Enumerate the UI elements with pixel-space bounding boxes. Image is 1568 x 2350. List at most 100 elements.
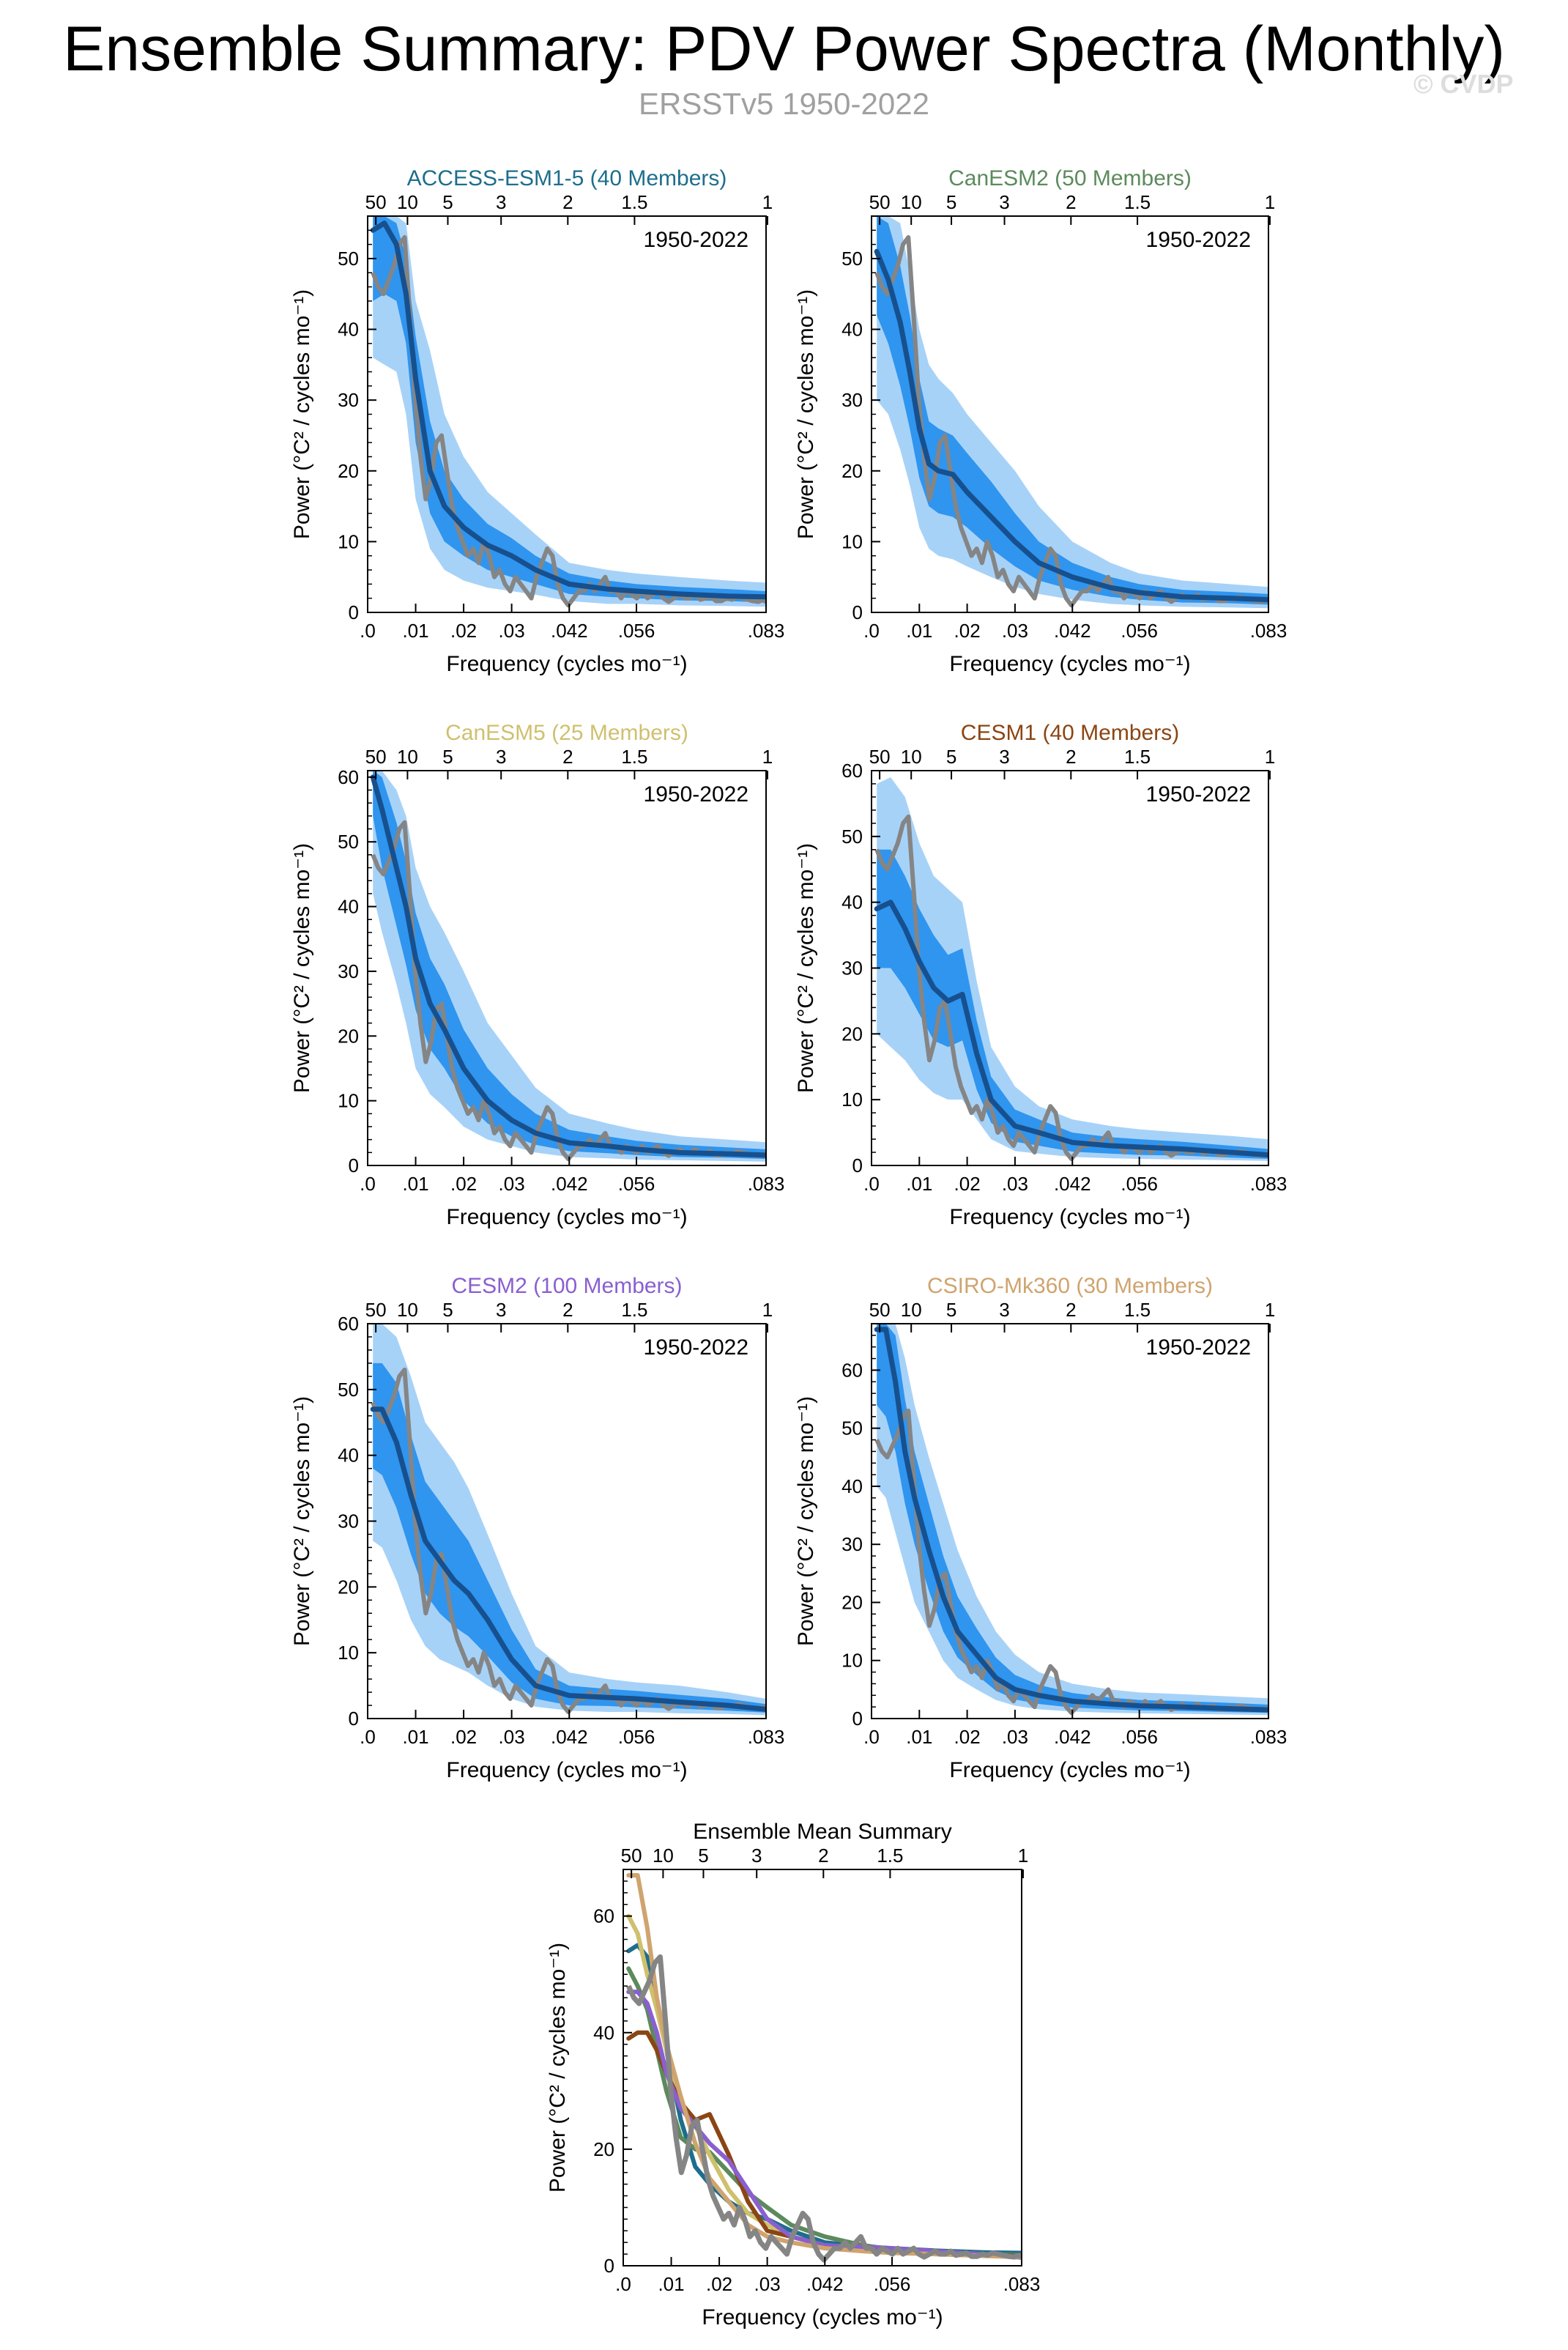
period-tick-label: 1 — [1265, 191, 1275, 213]
period-tick-label: 2 — [818, 1845, 828, 1867]
period-tick-label: 3 — [999, 746, 1009, 768]
y-axis-label: Power (°C² / cycles mo⁻¹) — [290, 843, 314, 1093]
chart-panel-4: 0 10 20 30 40 50 60 .0 .01 .02 .03 .042 .056 .083 50 10… — [794, 721, 1287, 1229]
x-axis-label: Frequency (cycles mo⁻¹) — [949, 1758, 1190, 1782]
y-tick-label: 60 — [841, 1359, 863, 1381]
x-tick-label: .056 — [618, 1173, 655, 1195]
period-tick-label: 3 — [496, 746, 506, 768]
period-tick-label: 1.5 — [621, 191, 647, 213]
x-tick-label: .01 — [906, 620, 932, 642]
y-tick-label: 60 — [593, 1905, 614, 1927]
spread-band-inner — [877, 849, 1268, 1160]
y-tick-label: 50 — [841, 1417, 863, 1439]
plot-frame — [623, 1869, 1022, 2266]
x-tick-label: .083 — [748, 1726, 785, 1748]
period-tick-label: 10 — [653, 1845, 674, 1867]
period-label: 1950-2022 — [644, 1335, 748, 1360]
panel-title: CSIRO-Mk360 (30 Members) — [927, 1274, 1213, 1298]
x-tick-label: .042 — [1054, 1173, 1091, 1195]
panel-title: CESM1 (40 Members) — [961, 721, 1179, 745]
x-axis-label: Frequency (cycles mo⁻¹) — [446, 1758, 687, 1782]
period-tick-label: 5 — [442, 1299, 453, 1321]
y-tick-label: 60 — [338, 1313, 359, 1335]
y-axis-label: Power (°C² / cycles mo⁻¹) — [290, 289, 314, 539]
y-tick-label: 40 — [841, 1475, 863, 1497]
x-tick-label: .03 — [1002, 1173, 1028, 1195]
y-tick-label: 0 — [349, 601, 359, 623]
x-tick-label: .042 — [1054, 620, 1091, 642]
period-label: 1950-2022 — [644, 228, 748, 252]
page-title: Ensemble Summary: PDV Power Spectra (Mon… — [62, 14, 1506, 84]
x-tick-label: .03 — [499, 1726, 525, 1748]
spread-band-inner — [373, 771, 766, 1160]
y-tick-label: 30 — [338, 960, 359, 982]
y-tick-label: 0 — [852, 1154, 863, 1176]
page-subtitle: ERSSTv5 1950-2022 — [639, 86, 929, 121]
period-tick-label: 3 — [999, 1299, 1009, 1321]
y-tick-label: 40 — [841, 319, 863, 341]
observed-spectrum-line — [371, 234, 766, 608]
period-tick-label: 50 — [365, 1299, 387, 1321]
period-tick-label: 3 — [999, 191, 1009, 213]
period-tick-label: 5 — [698, 1845, 708, 1867]
period-tick-label: 1 — [762, 191, 773, 213]
period-tick-label: 2 — [1066, 191, 1076, 213]
y-tick-label: 20 — [338, 1576, 359, 1598]
x-tick-label: .0 — [615, 2273, 631, 2295]
period-tick-label: 50 — [869, 191, 891, 213]
period-tick-label: 5 — [442, 746, 453, 768]
x-tick-label: .042 — [1054, 1726, 1091, 1748]
model-mean-line-3 — [626, 1913, 1022, 2259]
y-tick-label: 10 — [338, 530, 359, 552]
watermark-text: © CVDP — [1413, 69, 1514, 99]
spread-band-inner — [877, 216, 1268, 605]
ensemble-mean-line — [874, 1327, 1268, 1713]
x-tick-label: .056 — [618, 1726, 655, 1748]
x-tick-label: .03 — [499, 1173, 525, 1195]
period-tick-label: 10 — [901, 1299, 922, 1321]
chart-panel-5: 0 10 20 30 40 50 60 .0 .01 .02 .03 .042 .056 .083 50 10… — [290, 1274, 784, 1782]
spread-band-outer — [877, 216, 1268, 609]
y-tick-label: 10 — [338, 1642, 359, 1664]
chart-panel-2: 0 10 20 30 40 50 .0 .01 .02 .03 .042 .056 .083 50 10 5 3… — [794, 166, 1287, 676]
x-tick-label: .02 — [450, 620, 477, 642]
period-tick-label: 2 — [1066, 746, 1076, 768]
spread-band-inner — [373, 1363, 766, 1713]
x-tick-label: .0 — [863, 1173, 880, 1195]
chart-panel-1: 0 10 20 30 40 50 .0 .01 .02 .03 .042 .056 .083 50 10 5 3… — [290, 166, 784, 676]
x-tick-label: .056 — [874, 2273, 911, 2295]
period-tick-label: 1 — [1018, 1845, 1028, 1867]
x-tick-label: .056 — [1121, 1726, 1158, 1748]
spread-band-outer — [373, 216, 766, 607]
period-tick-label: 3 — [751, 1845, 762, 1867]
y-tick-label: 20 — [593, 2138, 614, 2160]
period-tick-label: 50 — [869, 1299, 891, 1321]
y-axis-label: Power (°C² / cycles mo⁻¹) — [546, 1943, 570, 2193]
y-tick-label: 50 — [841, 248, 863, 270]
period-tick-label: 50 — [365, 746, 387, 768]
x-tick-label: .056 — [1121, 620, 1158, 642]
x-tick-label: .01 — [402, 620, 428, 642]
period-tick-label: 50 — [365, 191, 387, 213]
x-tick-label: .03 — [754, 2273, 781, 2295]
x-tick-label: .0 — [360, 620, 376, 642]
y-tick-label: 40 — [338, 896, 359, 918]
ensemble-mean-line — [370, 774, 766, 1158]
ensemble-mean-line — [370, 1406, 766, 1712]
y-axis-label: Power (°C² / cycles mo⁻¹) — [794, 843, 818, 1093]
x-tick-label: .01 — [402, 1726, 428, 1748]
panel-title: CESM2 (100 Members) — [451, 1274, 682, 1298]
y-tick-label: 30 — [338, 389, 359, 411]
y-tick-label: 50 — [338, 1379, 359, 1401]
y-tick-label: 40 — [338, 1445, 359, 1467]
ensemble-mean-line — [874, 248, 1268, 603]
x-tick-label: .0 — [360, 1173, 376, 1195]
x-axis-label: Frequency (cycles mo⁻¹) — [446, 652, 687, 676]
y-tick-label: 20 — [841, 1591, 863, 1613]
y-tick-label: 30 — [841, 957, 863, 979]
y-axis-label: Power (°C² / cycles mo⁻¹) — [794, 1396, 818, 1646]
period-tick-label: 1.5 — [1124, 191, 1151, 213]
x-tick-label: .042 — [551, 1726, 588, 1748]
chart-panel-7: 0 20 40 60 .0 .01 .02 .03 .042 .056 .083 50 10 5 3 2 1.5… — [546, 1820, 1040, 2329]
x-tick-label: .042 — [551, 620, 588, 642]
